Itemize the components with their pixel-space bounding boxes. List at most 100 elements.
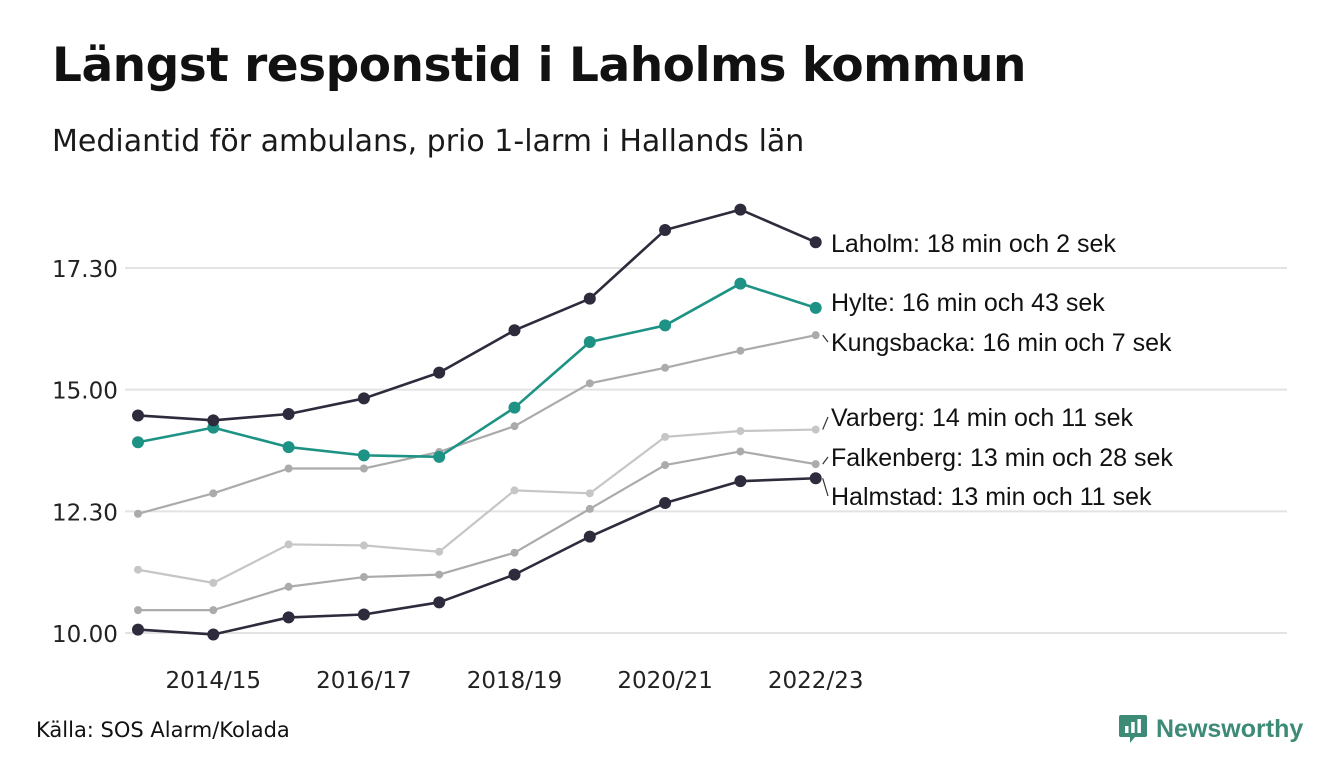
- end-label-halmstad: Halmstad: 13 min och 11 sek: [831, 483, 1152, 511]
- data-point-halmstad: [734, 475, 747, 488]
- chart-title: Längst responstid i Laholms kommun: [52, 38, 1027, 93]
- newsworthy-logo-icon: [1119, 715, 1147, 743]
- data-point-laholm: [659, 224, 672, 237]
- series-line-halmstad: [137, 476, 816, 636]
- data-point-varberg: [811, 425, 820, 434]
- series-kungsbacka: [134, 331, 820, 518]
- gridlines: [125, 267, 1287, 634]
- data-point-kungsbacka: [736, 346, 745, 355]
- chart-subtitle: Mediantid för ambulans, prio 1-larm i Ha…: [52, 124, 805, 159]
- series-lines: [132, 203, 822, 641]
- data-point-varberg: [359, 541, 368, 550]
- data-point-laholm: [433, 366, 446, 379]
- data-point-hylte: [659, 319, 672, 332]
- data-point-varberg: [736, 427, 745, 436]
- series-line-falkenberg: [138, 450, 816, 612]
- source-note: Källa: SOS Alarm/Kolada: [36, 718, 290, 742]
- data-point-varberg: [134, 565, 142, 574]
- x-tick-label: 2014/15: [166, 668, 262, 694]
- data-point-falkenberg: [736, 447, 745, 456]
- data-point-hylte: [132, 436, 144, 449]
- data-point-laholm: [583, 292, 596, 305]
- y-axis-tick-labels: 10.00 12.30 15.00 17.30: [52, 257, 118, 648]
- data-point-halmstad: [357, 608, 370, 621]
- data-point-laholm: [809, 236, 822, 249]
- data-point-halmstad: [207, 628, 220, 641]
- end-label-varberg: Varberg: 14 min och 11 sek: [831, 404, 1134, 432]
- series-laholm: [132, 203, 822, 427]
- series-halmstad: [132, 472, 822, 641]
- series-hylte: [132, 277, 822, 463]
- data-point-kungsbacka: [284, 464, 293, 473]
- data-point-falkenberg: [510, 548, 519, 557]
- x-tick-label: 2016/17: [316, 668, 412, 694]
- data-point-laholm: [734, 203, 747, 216]
- data-point-laholm: [282, 408, 295, 420]
- data-point-kungsbacka: [359, 464, 368, 473]
- data-point-falkenberg: [284, 582, 293, 591]
- series-falkenberg: [134, 447, 820, 615]
- data-point-hylte: [809, 301, 822, 314]
- end-label-kungsbacka: Kungsbacka: 16 min och 7 sek: [831, 329, 1172, 357]
- series-varberg: [134, 425, 820, 587]
- data-point-hylte: [282, 441, 295, 454]
- x-tick-label: 2022/23: [768, 668, 864, 694]
- series-line-kungsbacka: [137, 334, 816, 515]
- label-connector-halmstad: [822, 478, 829, 497]
- data-point-hylte: [433, 450, 446, 463]
- label-connector-kungsbacka: [822, 334, 829, 343]
- y-tick-label: 15.00: [52, 379, 118, 405]
- data-point-halmstad: [132, 623, 144, 636]
- data-point-laholm: [132, 409, 144, 422]
- x-tick-label: 2018/19: [467, 668, 563, 694]
- data-point-falkenberg: [134, 606, 142, 615]
- data-point-halmstad: [659, 497, 672, 510]
- series-line-laholm: [137, 208, 817, 422]
- data-point-falkenberg: [811, 460, 820, 469]
- data-point-kungsbacka: [134, 509, 142, 518]
- data-point-hylte: [357, 449, 370, 462]
- data-point-halmstad: [433, 596, 446, 609]
- data-point-hylte: [583, 335, 596, 348]
- data-point-halmstad: [583, 530, 596, 543]
- data-point-kungsbacka: [661, 363, 670, 372]
- label-connector-varberg: [822, 416, 829, 430]
- data-point-falkenberg: [661, 461, 670, 470]
- y-tick-label: 17.30: [52, 257, 118, 283]
- data-point-varberg: [585, 489, 594, 498]
- x-axis-tick-labels: 2014/15 2016/17 2018/19 2020/21 2022/23: [166, 668, 864, 694]
- data-point-varberg: [510, 486, 519, 495]
- data-point-kungsbacka: [510, 422, 519, 431]
- data-point-halmstad: [282, 611, 295, 624]
- data-point-kungsbacka: [811, 331, 820, 340]
- data-point-varberg: [435, 547, 444, 556]
- data-point-varberg: [284, 540, 293, 549]
- data-point-hylte: [734, 277, 747, 290]
- brand-name: Newsworthy: [1156, 714, 1304, 743]
- brand[interactable]: Newsworthy: [1118, 713, 1303, 745]
- data-point-falkenberg: [359, 573, 368, 582]
- series-end-labels: Halmstad: 13 min och 11 sek Falkenberg: 1…: [822, 230, 1173, 511]
- y-tick-label: 12.30: [52, 500, 118, 526]
- x-tick-label: 2020/21: [617, 668, 713, 694]
- end-label-falkenberg: Falkenberg: 13 min och 28 sek: [831, 444, 1173, 472]
- data-point-laholm: [207, 414, 220, 427]
- series-line-varberg: [137, 428, 816, 584]
- data-point-laholm: [508, 324, 521, 337]
- data-point-falkenberg: [585, 504, 594, 513]
- series-line-hylte: [137, 282, 817, 459]
- end-label-laholm: Laholm: 18 min och 2 sek: [831, 230, 1116, 258]
- data-point-halmstad: [508, 568, 521, 581]
- data-point-varberg: [209, 578, 218, 587]
- data-point-hylte: [508, 401, 521, 414]
- data-point-kungsbacka: [209, 489, 218, 498]
- data-point-falkenberg: [435, 570, 444, 579]
- data-point-laholm: [357, 392, 370, 405]
- data-point-falkenberg: [209, 606, 218, 615]
- y-tick-label: 10.00: [52, 622, 118, 648]
- data-point-halmstad: [809, 472, 822, 485]
- label-connector-falkenberg: [822, 456, 829, 465]
- data-point-varberg: [661, 432, 670, 441]
- end-label-hylte: Hylte: 16 min och 43 sek: [831, 289, 1105, 317]
